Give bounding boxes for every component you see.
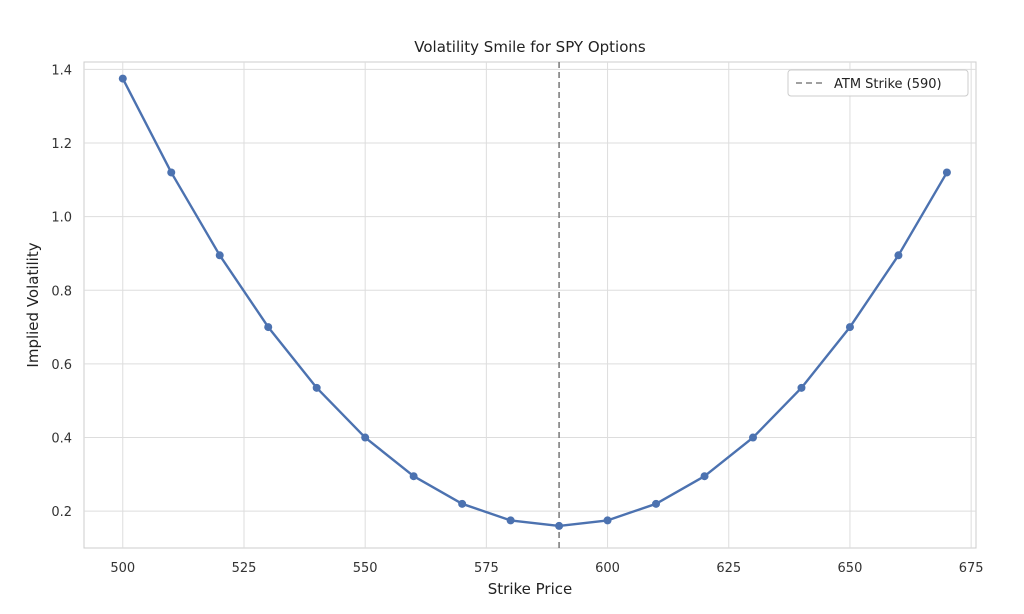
series-line <box>121 78 948 528</box>
y-tick-label: 0.6 <box>51 358 72 373</box>
data-point <box>458 499 467 508</box>
data-point <box>603 516 612 525</box>
legend: ATM Strike (590) <box>787 69 969 97</box>
y-tick-label: 1.4 <box>51 63 72 78</box>
x-tick-label: 500 <box>110 561 135 576</box>
x-tick-label: 650 <box>838 561 863 576</box>
x-tick-label: 575 <box>474 561 499 576</box>
plot-area <box>83 61 977 549</box>
y-tick-label: 0.2 <box>51 505 72 520</box>
x-tick-label: 675 <box>959 561 984 576</box>
data-point <box>555 521 564 530</box>
x-tick-label: 625 <box>716 561 741 576</box>
data-point <box>264 323 273 332</box>
y-tick-label: 1.2 <box>51 137 72 152</box>
data-point <box>361 433 370 442</box>
grid-lines <box>84 62 976 548</box>
data-point <box>942 168 951 177</box>
data-series <box>118 74 951 530</box>
data-point <box>312 383 321 392</box>
y-tick-label: 1.0 <box>51 211 72 226</box>
chart-title: Volatility Smile for SPY Options <box>414 38 646 56</box>
data-point <box>652 499 661 508</box>
y-tick-label: 0.8 <box>51 284 72 299</box>
data-point <box>700 472 709 481</box>
legend-label: ATM Strike (590) <box>834 77 942 92</box>
data-point <box>118 74 127 83</box>
y-axis-label: Implied Volatility <box>24 242 42 367</box>
data-point <box>797 383 806 392</box>
data-point <box>845 323 854 332</box>
data-point <box>167 168 176 177</box>
x-tick-label: 600 <box>595 561 620 576</box>
data-point <box>894 251 903 260</box>
data-point <box>749 433 757 442</box>
data-point <box>215 251 224 260</box>
x-tick-label: 550 <box>353 561 378 576</box>
x-tick-label: 525 <box>232 561 257 576</box>
y-tick-label: 0.4 <box>51 432 72 447</box>
x-axis-label: Strike Price <box>488 580 572 598</box>
x-axis-ticks: 500 525 550 575 600 625 650 675 <box>110 561 983 576</box>
data-point <box>409 472 418 481</box>
y-axis-ticks: 0.2 0.4 0.6 0.8 1.0 1.2 1.4 <box>51 63 72 520</box>
legend-box <box>787 69 969 97</box>
data-point <box>506 516 515 525</box>
